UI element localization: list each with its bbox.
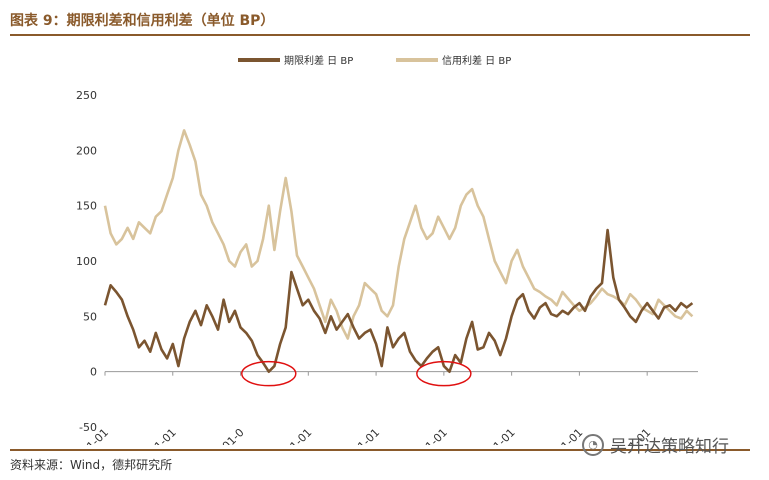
figure-title: 图表 9：期限利差和信用利差（单位 BP） — [10, 13, 275, 29]
y-tick-label: 100 — [76, 255, 97, 268]
watermark-text: 吴开达策略知行 — [610, 437, 729, 457]
series-line-2 — [103, 129, 694, 340]
source-note: 资料来源：Wind，德邦研究所 — [10, 458, 173, 472]
x-tick-label: 2020-01-01 — [531, 426, 585, 445]
x-tick-label: 2017-01-01 — [328, 426, 382, 445]
legend-label-2: 信用利差 日 BP — [442, 54, 511, 67]
line-chart: 期限利差 日 BP 信用利差 日 BP -50 0 50 100 150 200 250 20… — [57, 54, 698, 445]
highlight-ellipse-2 — [416, 360, 472, 387]
x-tick-label: 2014-01-01 — [124, 426, 178, 445]
highlight-ellipse-1 — [241, 360, 297, 387]
title-rule — [10, 34, 750, 36]
source-rule — [10, 449, 750, 451]
x-tick-label: 2019-01-01 — [463, 426, 517, 445]
y-tick-label: 150 — [76, 200, 97, 213]
series-line-1 — [103, 228, 694, 374]
watermark: ◔ 吴开达策略知行 — [582, 432, 729, 457]
y-axis: -50 0 50 100 150 200 250 — [76, 89, 97, 434]
y-tick-label: -50 — [79, 421, 97, 434]
chart-legend: 期限利差 日 BP 信用利差 日 BP — [238, 54, 511, 67]
y-tick-label: 200 — [76, 144, 97, 157]
x-tick-label: 2015-01-0 — [197, 426, 246, 445]
y-tick-label: 50 — [83, 310, 97, 323]
annotation-layer — [241, 360, 472, 387]
x-tick-label: 2016-01-01 — [260, 426, 314, 445]
x-tick-label: 2018-01-01 — [396, 426, 450, 445]
series-layer — [103, 129, 694, 374]
legend-label-1: 期限利差 日 BP — [284, 54, 353, 67]
y-tick-label: 250 — [76, 89, 97, 102]
y-tick-label: 0 — [90, 366, 97, 379]
wechat-icon: ◔ — [582, 433, 604, 456]
